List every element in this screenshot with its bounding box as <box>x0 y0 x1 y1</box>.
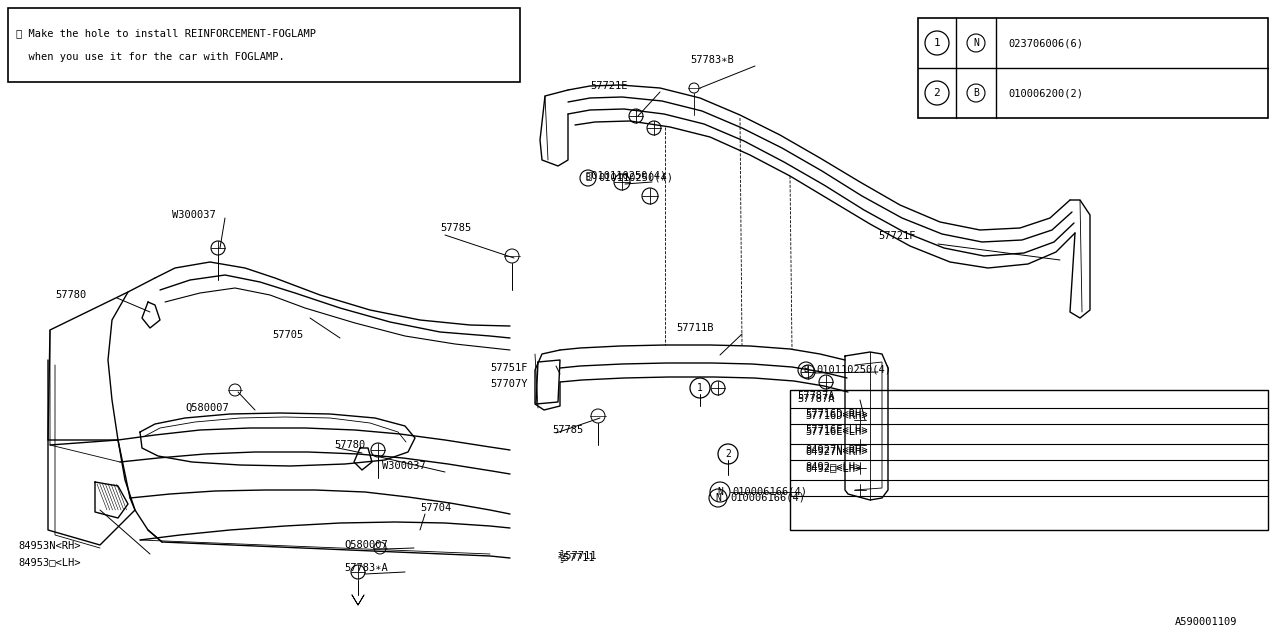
Text: 2: 2 <box>933 88 941 98</box>
Text: 010006166(4): 010006166(4) <box>730 493 805 503</box>
Text: 57716E<LH>: 57716E<LH> <box>805 425 868 435</box>
Text: 57707Y: 57707Y <box>490 379 527 389</box>
Text: 57716E<LH>: 57716E<LH> <box>805 427 868 437</box>
Text: B: B <box>804 365 809 374</box>
Text: 57705: 57705 <box>273 330 303 340</box>
Text: W300037: W300037 <box>172 210 216 220</box>
Text: N: N <box>716 493 721 503</box>
Text: N: N <box>717 487 723 497</box>
Bar <box>8 8 520 82</box>
Text: 010006166(4): 010006166(4) <box>732 487 806 497</box>
Text: 1: 1 <box>933 38 941 48</box>
Text: 57721F: 57721F <box>878 231 915 241</box>
Text: 023706006(6): 023706006(6) <box>1009 38 1083 48</box>
Text: N: N <box>973 38 979 48</box>
Text: 57751F: 57751F <box>490 363 527 373</box>
Text: B: B <box>585 173 590 182</box>
Text: B: B <box>973 88 979 98</box>
Bar <box>918 18 1268 118</box>
Text: when you use it for the car with FOGLAMP.: when you use it for the car with FOGLAMP… <box>15 52 284 62</box>
Text: Ⓑ010110250(4): Ⓑ010110250(4) <box>585 170 667 180</box>
Text: 57785: 57785 <box>440 223 471 233</box>
Text: 57783∗B: 57783∗B <box>690 55 733 65</box>
Text: 84953□<LH>: 84953□<LH> <box>18 557 81 567</box>
Text: ⅗57711: ⅗57711 <box>558 552 595 563</box>
Text: Q580007: Q580007 <box>186 403 229 413</box>
Text: ※ Make the hole to install REINFORCEMENT-FOGLAMP: ※ Make the hole to install REINFORCEMENT… <box>15 28 316 38</box>
Text: 57704: 57704 <box>420 503 452 513</box>
Text: 57721E: 57721E <box>590 81 627 91</box>
Text: 010006200(2): 010006200(2) <box>1009 88 1083 98</box>
Text: 57780: 57780 <box>55 290 86 300</box>
Text: 010110250(4): 010110250(4) <box>598 173 673 183</box>
Text: 57780: 57780 <box>334 440 365 450</box>
Text: 8492□<LH>: 8492□<LH> <box>805 461 861 471</box>
Bar <box>790 390 1268 530</box>
Text: 57787A: 57787A <box>797 391 835 401</box>
Text: ⅗57711: ⅗57711 <box>561 550 598 561</box>
Text: Q580007: Q580007 <box>344 540 388 550</box>
Text: 1: 1 <box>698 383 703 393</box>
Text: 57785: 57785 <box>552 425 584 435</box>
Text: 84927N<RH>: 84927N<RH> <box>805 447 868 457</box>
Text: 57716D<RH>: 57716D<RH> <box>805 409 868 419</box>
Text: 84927N<RH>: 84927N<RH> <box>805 445 868 455</box>
Text: 57783∗A: 57783∗A <box>344 563 388 573</box>
Text: W300037: W300037 <box>381 461 426 471</box>
Text: 57787A: 57787A <box>797 394 835 404</box>
Text: 57716D<RH>: 57716D<RH> <box>805 411 868 421</box>
Text: A590001109: A590001109 <box>1175 617 1238 627</box>
Text: 010110250(4): 010110250(4) <box>817 365 891 375</box>
Text: 57711B: 57711B <box>676 323 713 333</box>
Text: 8492□<LH>: 8492□<LH> <box>805 463 861 473</box>
Text: 2: 2 <box>724 449 731 459</box>
Text: 84953N<RH>: 84953N<RH> <box>18 541 81 551</box>
